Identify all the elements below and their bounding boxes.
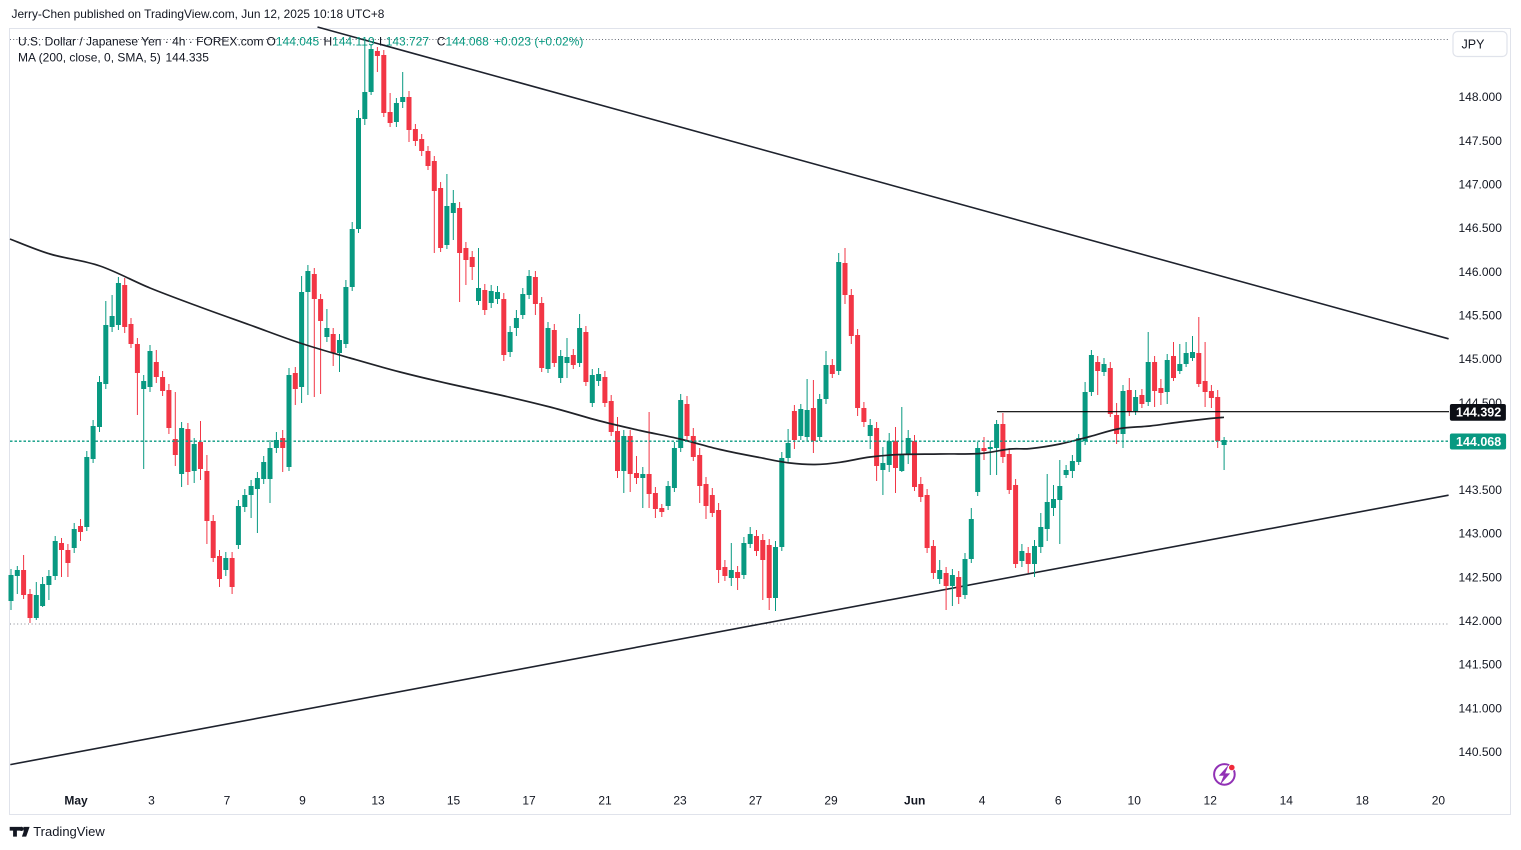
svg-text:C144.068: C144.068	[437, 35, 489, 49]
svg-text:4: 4	[979, 794, 986, 808]
svg-text:145.000: 145.000	[1459, 352, 1503, 366]
svg-text:148.000: 148.000	[1459, 90, 1503, 104]
svg-text:147.500: 147.500	[1459, 134, 1503, 148]
svg-text:29: 29	[824, 794, 838, 808]
svg-text:3: 3	[148, 794, 155, 808]
svg-text:143.000: 143.000	[1459, 527, 1503, 541]
svg-text:145.500: 145.500	[1459, 309, 1503, 323]
svg-text:Jun: Jun	[904, 794, 925, 808]
svg-text:6: 6	[1055, 794, 1062, 808]
svg-text:18: 18	[1356, 794, 1370, 808]
svg-text:May: May	[64, 794, 88, 808]
svg-text:14: 14	[1280, 794, 1294, 808]
svg-text:TradingView: TradingView	[33, 824, 105, 839]
svg-text:O144.045: O144.045	[267, 35, 320, 49]
svg-text:17: 17	[522, 794, 536, 808]
svg-text:140.500: 140.500	[1459, 745, 1503, 759]
svg-text:13: 13	[371, 794, 385, 808]
svg-text:144.335: 144.335	[166, 51, 210, 65]
svg-text:143.500: 143.500	[1459, 483, 1503, 497]
svg-text:23: 23	[673, 794, 687, 808]
svg-text:142.500: 142.500	[1459, 570, 1503, 584]
svg-text:JPY: JPY	[1462, 38, 1486, 52]
svg-text:147.000: 147.000	[1459, 178, 1503, 192]
svg-text:20: 20	[1432, 794, 1446, 808]
svg-text:H144.119: H144.119	[324, 35, 375, 49]
svg-text:141.500: 141.500	[1459, 658, 1503, 672]
svg-text:144.392: 144.392	[1456, 406, 1501, 420]
svg-text:146.500: 146.500	[1459, 221, 1503, 235]
svg-text:12: 12	[1204, 794, 1218, 808]
svg-text:142.000: 142.000	[1459, 614, 1503, 628]
svg-text:L143.727: L143.727	[379, 35, 429, 49]
svg-text:MA (200, close, 0, SMA, 5): MA (200, close, 0, SMA, 5)	[18, 51, 161, 65]
svg-text:10: 10	[1128, 794, 1142, 808]
svg-text:144.068: 144.068	[1456, 435, 1501, 449]
svg-text:15: 15	[447, 794, 461, 808]
svg-text:7: 7	[224, 794, 231, 808]
svg-text:Jerry-Chen published on Tradin: Jerry-Chen published on TradingView.com,…	[12, 7, 385, 21]
svg-text:+0.023 (+0.02%): +0.023 (+0.02%)	[494, 35, 583, 49]
svg-text:141.000: 141.000	[1459, 701, 1503, 715]
svg-text:21: 21	[598, 794, 612, 808]
svg-text:U.S. Dollar / Japanese Yen · 4: U.S. Dollar / Japanese Yen · 4h · FOREX.…	[18, 35, 263, 49]
svg-text:27: 27	[749, 794, 763, 808]
svg-text:9: 9	[299, 794, 306, 808]
svg-text:146.000: 146.000	[1459, 265, 1503, 279]
